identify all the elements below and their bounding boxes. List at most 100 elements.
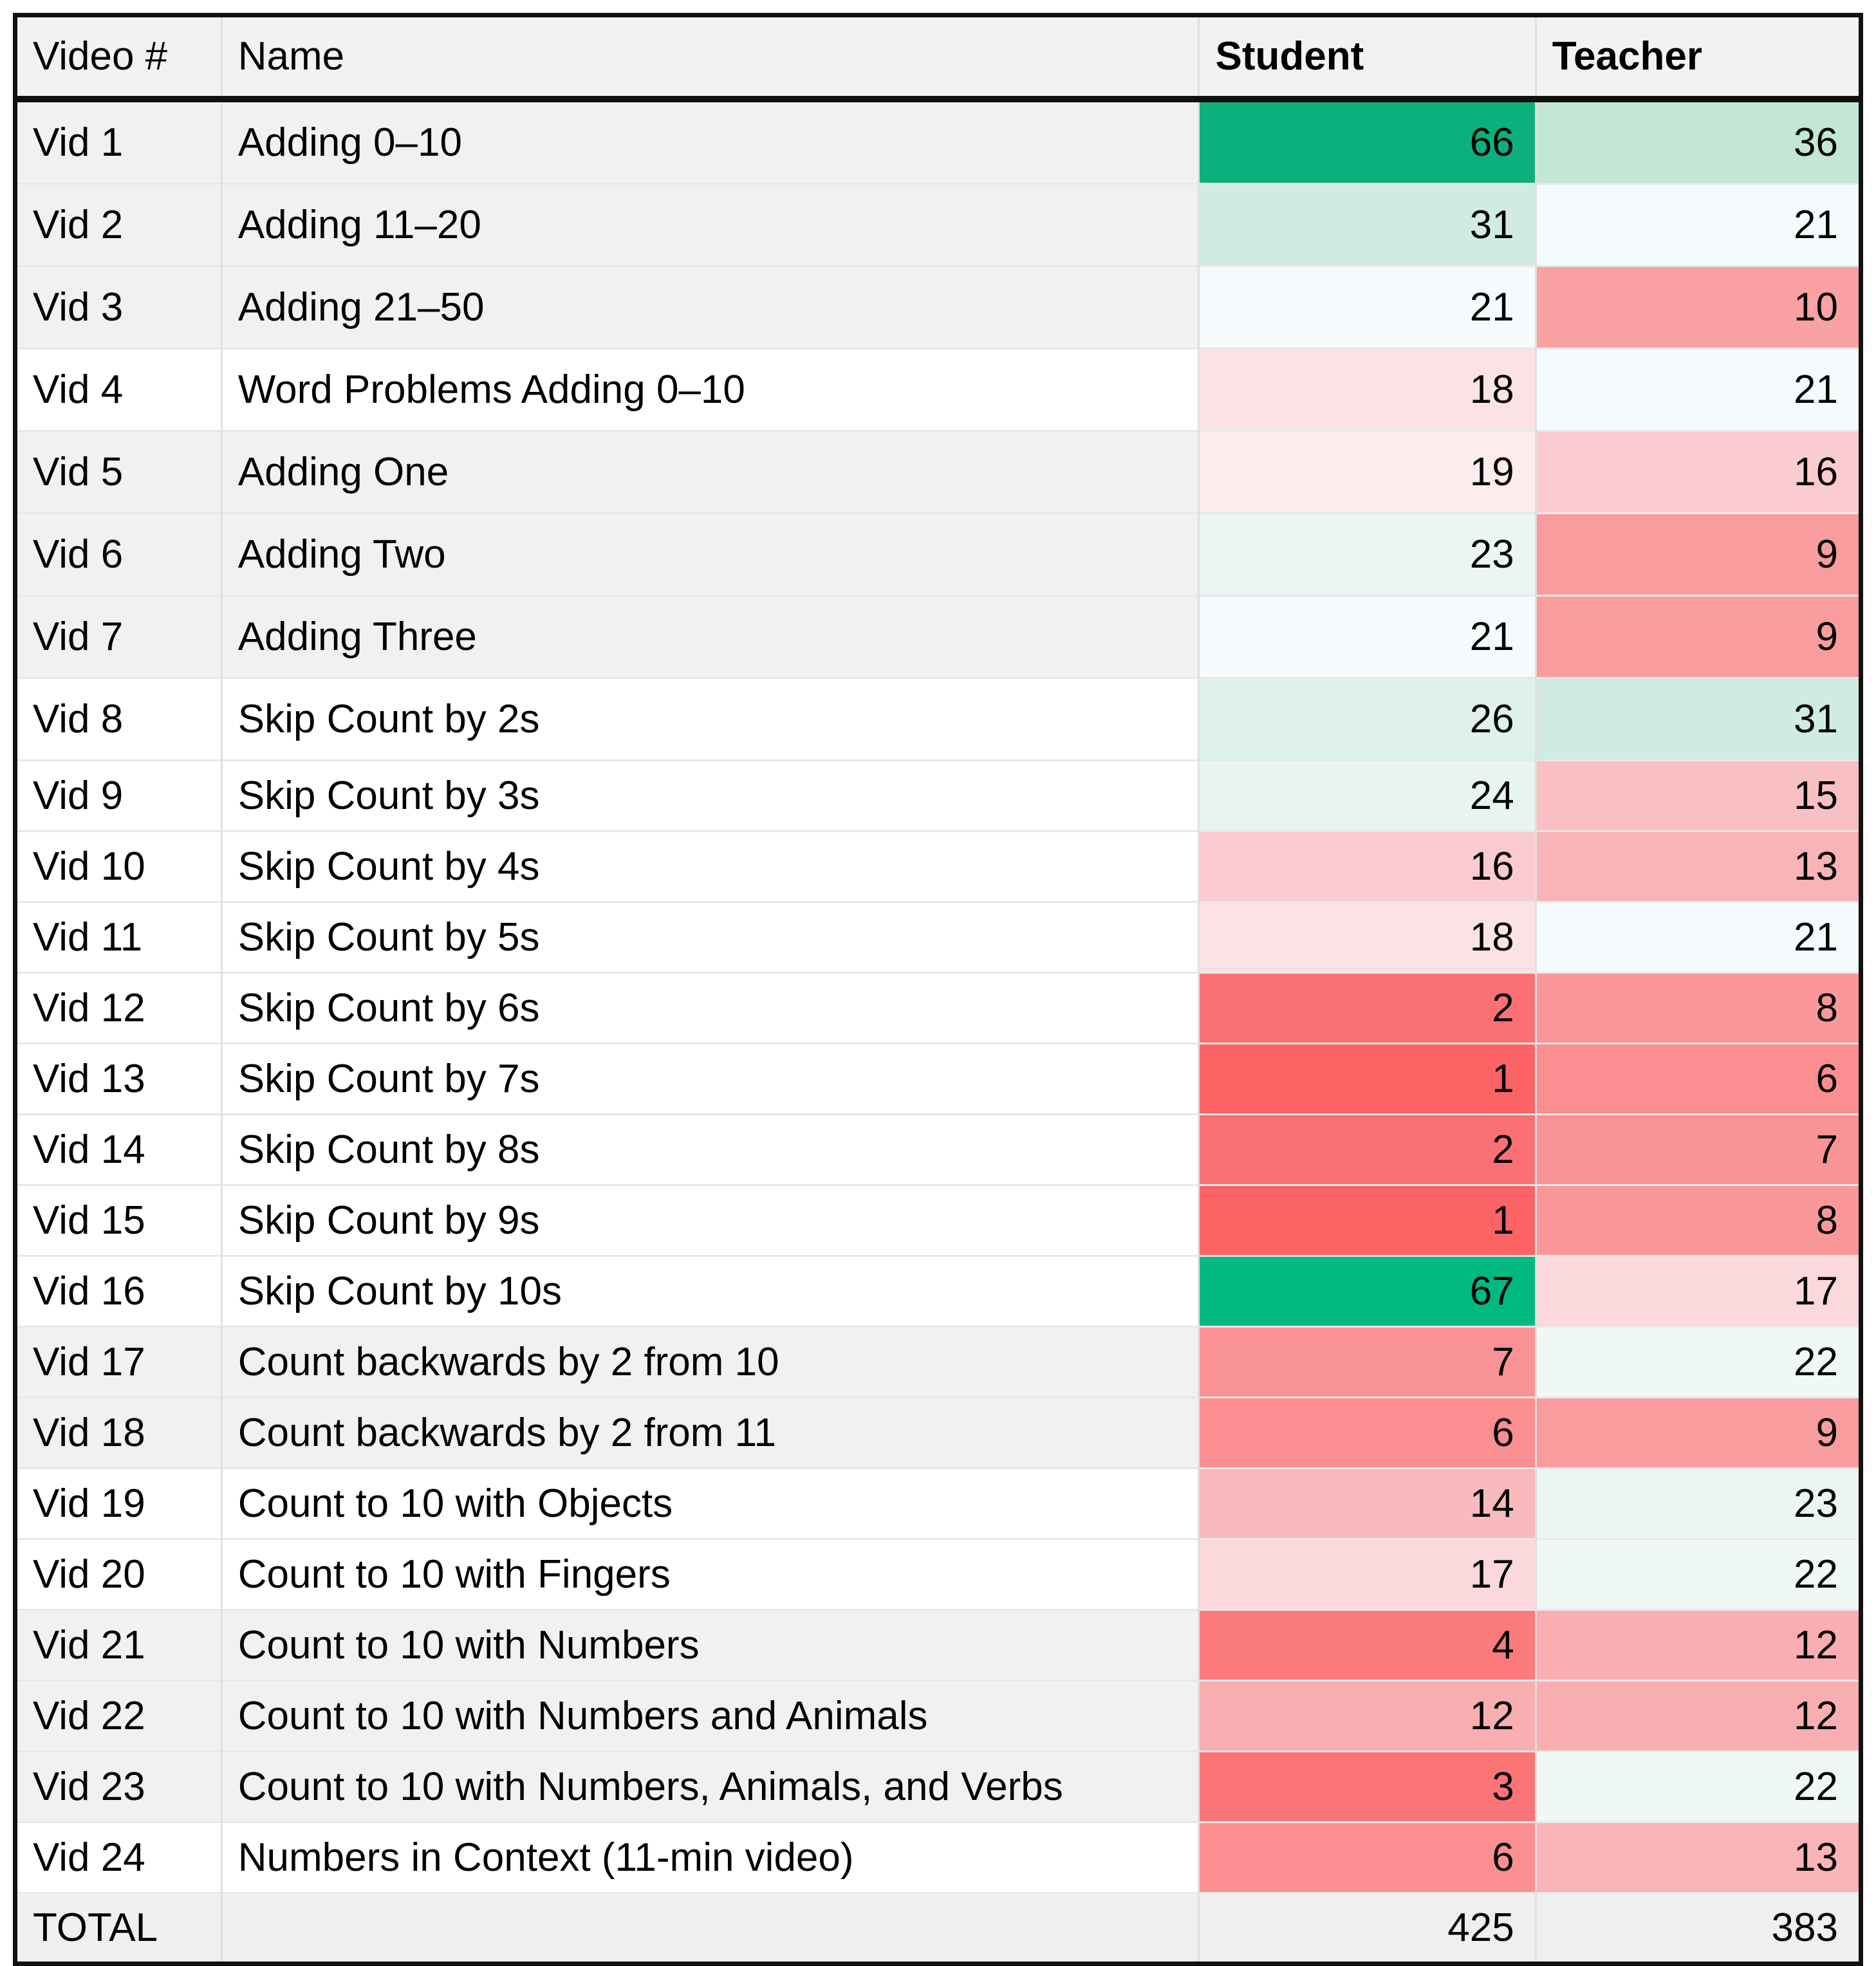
teacher-score-cell[interactable]: 13 <box>1534 1821 1861 1893</box>
video-cell[interactable]: Vid 23 <box>15 1750 222 1822</box>
name-cell[interactable]: Skip Count by 5s <box>220 901 1199 973</box>
teacher-score-cell[interactable]: 21 <box>1534 901 1861 973</box>
video-cell[interactable]: Vid 8 <box>15 677 222 761</box>
total-label-cell[interactable]: TOTAL <box>15 1892 222 1964</box>
video-cell[interactable]: Vid 3 <box>15 265 222 349</box>
video-cell[interactable]: Vid 6 <box>15 512 222 596</box>
total-name-cell[interactable] <box>220 1892 1199 1964</box>
student-score-cell[interactable]: 23 <box>1198 512 1536 596</box>
student-score-cell[interactable]: 4 <box>1198 1609 1536 1681</box>
student-score-cell[interactable]: 19 <box>1198 430 1536 514</box>
teacher-score-cell[interactable]: 31 <box>1534 677 1861 761</box>
student-score-cell[interactable]: 67 <box>1198 1255 1536 1327</box>
student-score-cell[interactable]: 1 <box>1198 1043 1536 1115</box>
name-cell[interactable]: Count to 10 with Fingers <box>220 1538 1199 1610</box>
name-cell[interactable]: Adding 11–20 <box>220 183 1199 266</box>
name-cell[interactable]: Skip Count by 8s <box>220 1113 1199 1185</box>
student-score-cell[interactable]: 31 <box>1198 183 1536 266</box>
teacher-score-cell[interactable]: 9 <box>1534 595 1861 678</box>
teacher-score-cell[interactable]: 23 <box>1534 1467 1861 1539</box>
student-score-cell[interactable]: 3 <box>1198 1750 1536 1822</box>
student-score-cell[interactable]: 12 <box>1198 1680 1536 1752</box>
teacher-score-cell[interactable]: 22 <box>1534 1538 1861 1610</box>
name-cell[interactable]: Skip Count by 10s <box>220 1255 1199 1327</box>
student-score-cell[interactable]: 7 <box>1198 1326 1536 1398</box>
col-header-video[interactable]: Video # <box>15 14 222 102</box>
video-cell[interactable]: Vid 5 <box>15 430 222 514</box>
name-cell[interactable]: Adding Three <box>220 595 1199 678</box>
col-header-teacher[interactable]: Teacher <box>1534 14 1861 102</box>
video-cell[interactable]: Vid 15 <box>15 1184 222 1256</box>
teacher-score-cell[interactable]: 16 <box>1534 430 1861 514</box>
video-cell[interactable]: Vid 9 <box>15 759 222 831</box>
video-cell[interactable]: Vid 16 <box>15 1255 222 1327</box>
video-cell[interactable]: Vid 19 <box>15 1467 222 1539</box>
teacher-score-cell[interactable]: 8 <box>1534 1184 1861 1256</box>
name-cell[interactable]: Count to 10 with Objects <box>220 1467 1199 1539</box>
teacher-score-cell[interactable]: 22 <box>1534 1750 1861 1822</box>
student-score-cell[interactable]: 14 <box>1198 1467 1536 1539</box>
video-cell[interactable]: Vid 22 <box>15 1680 222 1752</box>
name-cell[interactable]: Count to 10 with Numbers and Animals <box>220 1680 1199 1752</box>
name-cell[interactable]: Skip Count by 4s <box>220 830 1199 902</box>
student-score-cell[interactable]: 17 <box>1198 1538 1536 1610</box>
name-cell[interactable]: Word Problems Adding 0–10 <box>220 348 1199 431</box>
name-cell[interactable]: Skip Count by 9s <box>220 1184 1199 1256</box>
name-cell[interactable]: Count to 10 with Numbers <box>220 1609 1199 1681</box>
name-cell[interactable]: Adding 0–10 <box>220 98 1199 184</box>
teacher-score-cell[interactable]: 10 <box>1534 265 1861 349</box>
student-score-cell[interactable]: 24 <box>1198 759 1536 831</box>
teacher-score-cell[interactable]: 12 <box>1534 1609 1861 1681</box>
teacher-score-cell[interactable]: 13 <box>1534 830 1861 902</box>
student-score-cell[interactable]: 18 <box>1198 348 1536 431</box>
student-score-cell[interactable]: 2 <box>1198 972 1536 1044</box>
video-cell[interactable]: Vid 1 <box>15 98 222 184</box>
teacher-score-cell[interactable]: 21 <box>1534 348 1861 431</box>
video-cell[interactable]: Vid 4 <box>15 348 222 431</box>
name-cell[interactable]: Count backwards by 2 from 11 <box>220 1396 1199 1469</box>
video-cell[interactable]: Vid 7 <box>15 595 222 678</box>
video-cell[interactable]: Vid 11 <box>15 901 222 973</box>
teacher-score-cell[interactable]: 22 <box>1534 1326 1861 1398</box>
video-cell[interactable]: Vid 24 <box>15 1821 222 1893</box>
student-score-cell[interactable]: 21 <box>1198 595 1536 678</box>
student-score-cell[interactable]: 18 <box>1198 901 1536 973</box>
video-cell[interactable]: Vid 17 <box>15 1326 222 1398</box>
teacher-score-cell[interactable]: 15 <box>1534 759 1861 831</box>
teacher-score-cell[interactable]: 8 <box>1534 972 1861 1044</box>
name-cell[interactable]: Adding 21–50 <box>220 265 1199 349</box>
video-cell[interactable]: Vid 2 <box>15 183 222 266</box>
name-cell[interactable]: Skip Count by 2s <box>220 677 1199 761</box>
total-teacher-cell[interactable]: 383 <box>1534 1892 1861 1964</box>
name-cell[interactable]: Skip Count by 7s <box>220 1043 1199 1115</box>
name-cell[interactable]: Adding One <box>220 430 1199 514</box>
student-score-cell[interactable]: 6 <box>1198 1396 1536 1469</box>
video-cell[interactable]: Vid 20 <box>15 1538 222 1610</box>
col-header-student[interactable]: Student <box>1198 14 1536 102</box>
video-cell[interactable]: Vid 12 <box>15 972 222 1044</box>
video-cell[interactable]: Vid 21 <box>15 1609 222 1681</box>
teacher-score-cell[interactable]: 12 <box>1534 1680 1861 1752</box>
student-score-cell[interactable]: 2 <box>1198 1113 1536 1185</box>
teacher-score-cell[interactable]: 9 <box>1534 1396 1861 1469</box>
student-score-cell[interactable]: 16 <box>1198 830 1536 902</box>
name-cell[interactable]: Numbers in Context (11-min video) <box>220 1821 1199 1893</box>
video-cell[interactable]: Vid 13 <box>15 1043 222 1115</box>
student-score-cell[interactable]: 21 <box>1198 265 1536 349</box>
video-cell[interactable]: Vid 14 <box>15 1113 222 1185</box>
student-score-cell[interactable]: 1 <box>1198 1184 1536 1256</box>
teacher-score-cell[interactable]: 17 <box>1534 1255 1861 1327</box>
name-cell[interactable]: Count to 10 with Numbers, Animals, and V… <box>220 1750 1199 1822</box>
student-score-cell[interactable]: 26 <box>1198 677 1536 761</box>
name-cell[interactable]: Skip Count by 6s <box>220 972 1199 1044</box>
name-cell[interactable]: Skip Count by 3s <box>220 759 1199 831</box>
name-cell[interactable]: Adding Two <box>220 512 1199 596</box>
teacher-score-cell[interactable]: 9 <box>1534 512 1861 596</box>
video-cell[interactable]: Vid 18 <box>15 1396 222 1469</box>
teacher-score-cell[interactable]: 7 <box>1534 1113 1861 1185</box>
name-cell[interactable]: Count backwards by 2 from 10 <box>220 1326 1199 1398</box>
teacher-score-cell[interactable]: 6 <box>1534 1043 1861 1115</box>
student-score-cell[interactable]: 6 <box>1198 1821 1536 1893</box>
total-student-cell[interactable]: 425 <box>1198 1892 1536 1964</box>
video-cell[interactable]: Vid 10 <box>15 830 222 902</box>
